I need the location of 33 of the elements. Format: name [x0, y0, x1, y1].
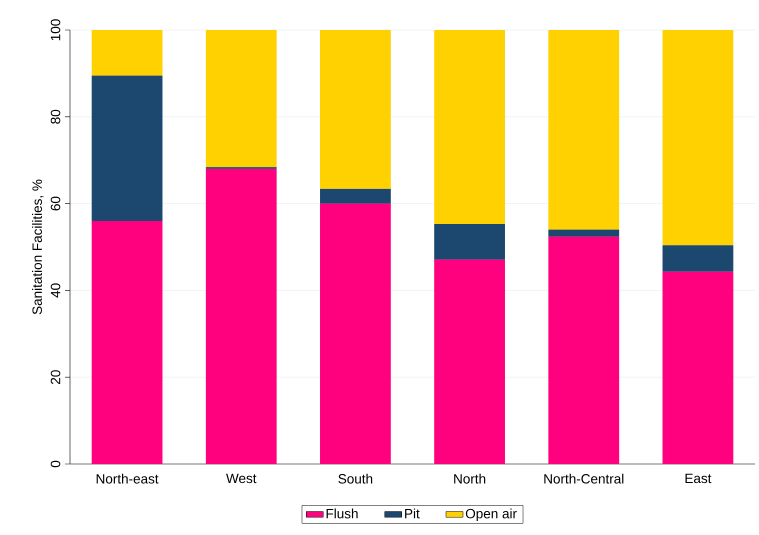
x-tick-label: East — [686, 474, 712, 484]
x-tick-label: South — [338, 474, 372, 484]
y-tick-label: 40 — [50, 283, 60, 298]
bar — [320, 188, 391, 204]
legend-label: Flush — [326, 508, 358, 518]
bar — [206, 168, 277, 464]
bar — [92, 30, 162, 76]
x-tick-label: West — [226, 474, 256, 484]
y-tick-label: 20 — [50, 370, 60, 384]
x-tick-label: North — [454, 474, 486, 484]
x-tick-label: North-Central — [544, 474, 624, 484]
bar — [320, 30, 391, 189]
bar — [92, 76, 162, 221]
y-axis-title: Sanitation Facilities, % — [32, 180, 44, 314]
bar — [662, 272, 734, 464]
y-tick-label: 0 — [50, 460, 60, 468]
bar — [434, 260, 505, 464]
bar — [548, 236, 620, 464]
bar — [548, 30, 620, 230]
bar — [92, 220, 162, 464]
bar — [434, 224, 505, 260]
bar — [320, 204, 391, 464]
legend-label: Pit — [405, 508, 420, 518]
y-tick-label: 100 — [50, 19, 60, 40]
y-tick-label: 80 — [50, 110, 60, 124]
y-tick-label: 60 — [50, 196, 60, 210]
x-tick-label: North-east — [96, 474, 158, 484]
bar — [206, 30, 277, 168]
bar — [548, 230, 620, 237]
legend-label: Open air — [466, 508, 517, 522]
bar — [662, 245, 734, 272]
bar — [434, 30, 505, 224]
bar — [662, 30, 734, 246]
